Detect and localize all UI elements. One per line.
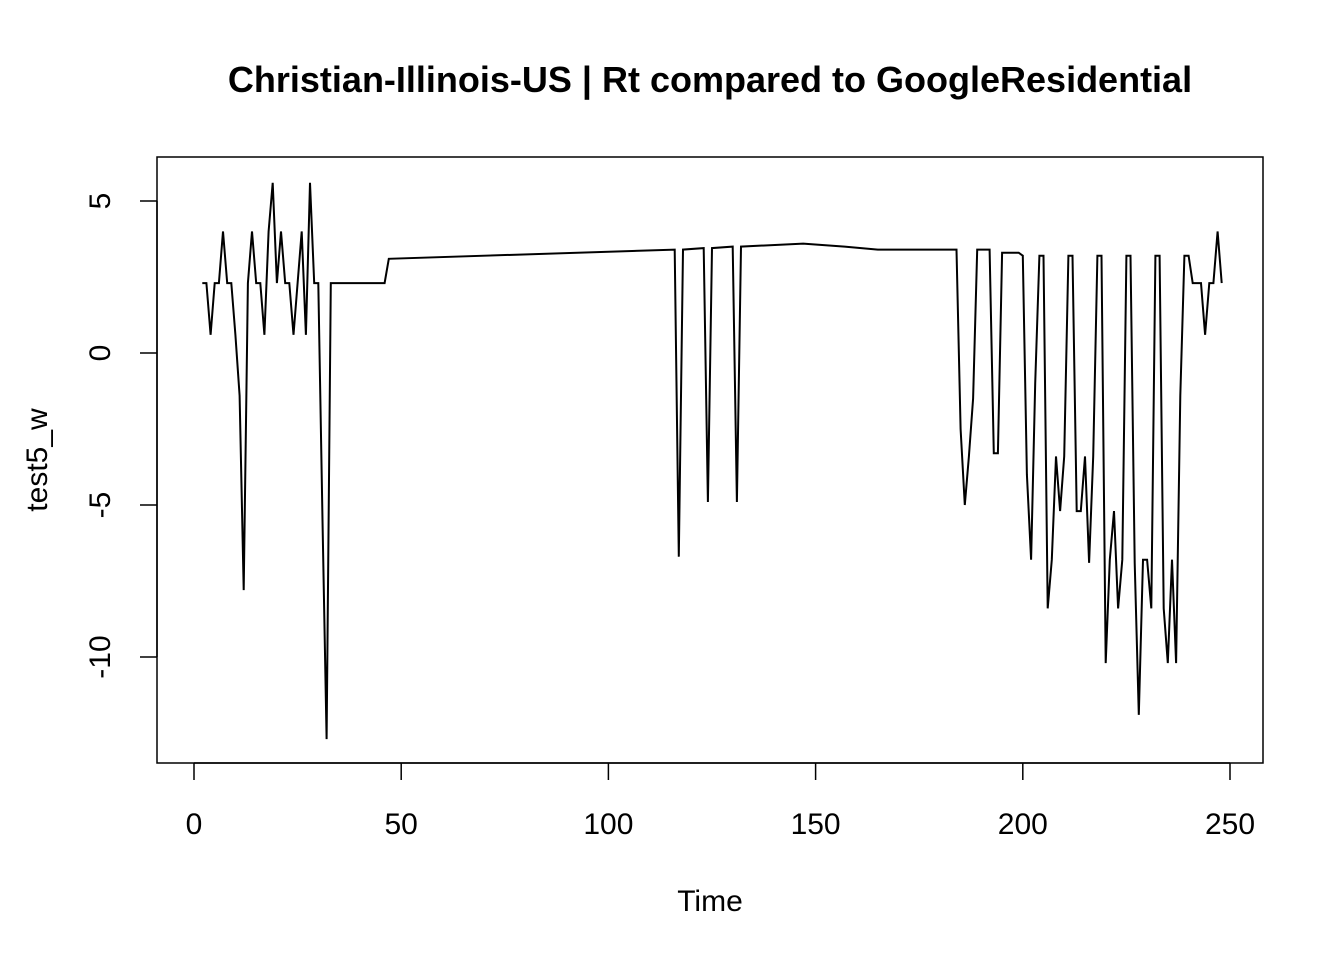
x-tick-label: 50 <box>385 808 418 841</box>
y-tick-label: 5 <box>84 193 117 210</box>
y-tick-label: 0 <box>84 345 117 362</box>
y-tick-label: -5 <box>84 492 117 519</box>
x-tick-label: 200 <box>998 808 1048 841</box>
x-tick-label: 0 <box>186 808 203 841</box>
x-axis-label: Time <box>677 885 743 918</box>
x-axis: 0 50 100 150 200 250 <box>186 762 1255 841</box>
x-tick-label: 150 <box>791 808 841 841</box>
y-axis-label: test5_w <box>21 408 54 512</box>
y-axis: 5 0 -5 -10 <box>84 193 158 679</box>
x-tick-label: 100 <box>583 808 633 841</box>
plot-frame <box>156 156 1264 764</box>
y-tick-label: -10 <box>84 635 117 678</box>
x-tick-label: 250 <box>1205 808 1255 841</box>
chart-title: Christian-Illinois-US | Rt compared to G… <box>228 59 1192 101</box>
series-line <box>202 182 1223 740</box>
